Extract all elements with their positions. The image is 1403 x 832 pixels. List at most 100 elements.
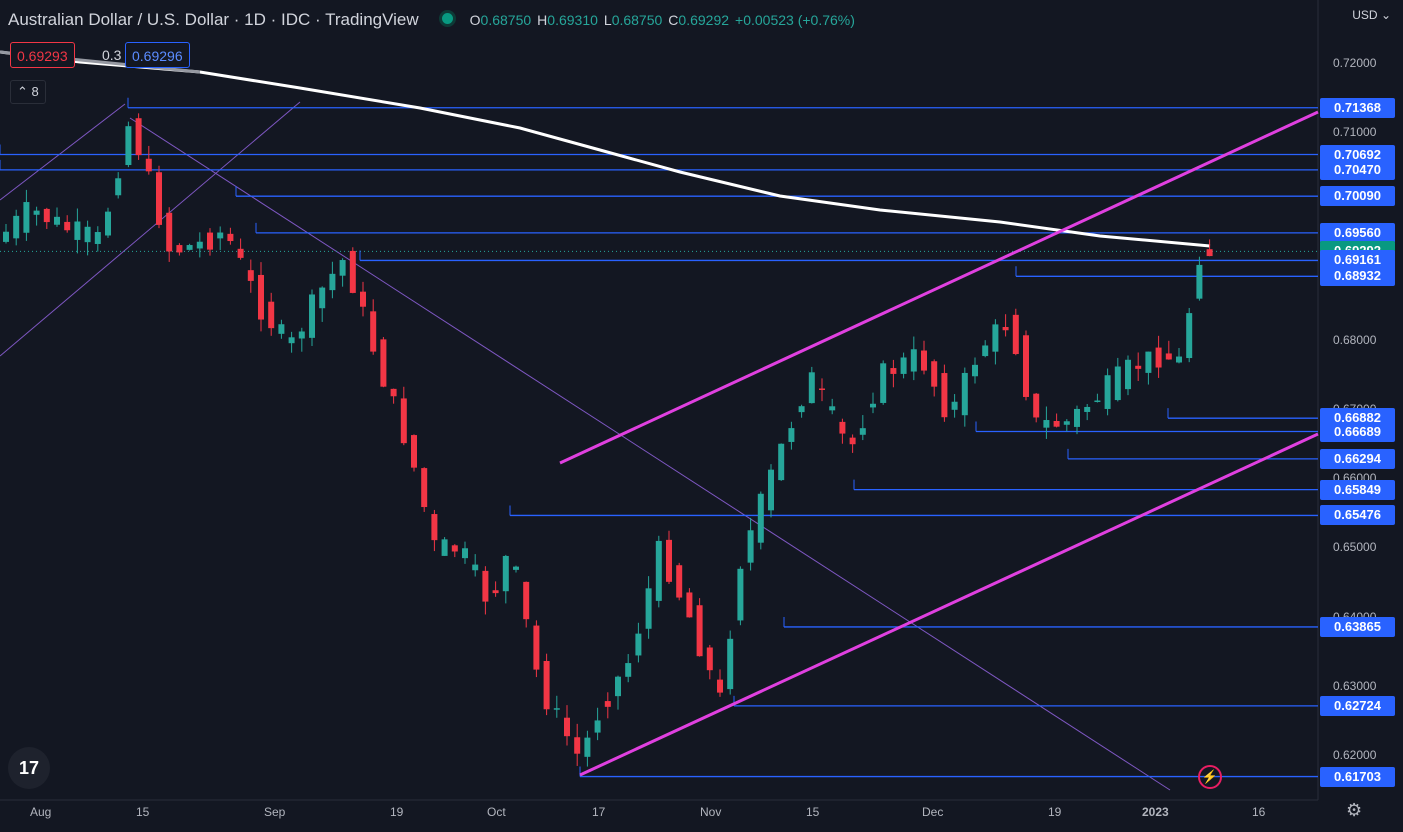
price-axis-tick: 0.62000 — [1333, 748, 1377, 762]
candle-up — [615, 676, 621, 697]
candle-down — [135, 118, 142, 156]
candle-down — [921, 350, 927, 371]
candle-up — [217, 232, 224, 239]
candle-down — [1053, 420, 1060, 427]
price-axis-tick: 0.65000 — [1333, 540, 1377, 555]
level-price-label: 0.61703 — [1320, 766, 1395, 787]
candle-up — [298, 331, 305, 339]
currency-selector[interactable]: USD ⌄ — [1352, 8, 1391, 22]
time-axis-tick: 16 — [1252, 805, 1266, 819]
candle-up — [462, 548, 468, 559]
candle-up — [992, 324, 999, 352]
candle-down — [207, 232, 213, 250]
candle-down — [360, 291, 366, 307]
ohlc-readout: O0.68750 H0.69310 L0.68750 C0.69292 +0.00523… — [469, 12, 855, 28]
tradingview-logo-icon[interactable]: 17 — [8, 747, 50, 789]
buy-button[interactable]: 0.69296 — [125, 42, 190, 68]
level-price-label: 0.69161 — [1320, 250, 1395, 271]
candle-up — [727, 638, 734, 690]
candle-up — [900, 357, 907, 374]
candle-up — [1145, 351, 1152, 373]
lightning-icon[interactable]: ⚡ — [1198, 765, 1222, 789]
candle-up — [778, 443, 785, 481]
candle-up — [870, 403, 876, 408]
market-open-dot-icon — [438, 10, 456, 27]
candle-down — [349, 250, 356, 293]
candle-down — [686, 592, 693, 618]
candle-down — [451, 545, 458, 552]
candle-up — [584, 737, 591, 757]
chevron-up-icon: ⌃ — [17, 84, 32, 99]
time-axis-tick: Sep — [264, 805, 286, 819]
candle-up — [1084, 406, 1091, 412]
candle-up — [982, 345, 989, 357]
candle-up — [125, 126, 132, 166]
candle-down — [431, 514, 438, 541]
candle-up — [186, 245, 193, 250]
time-axis-tick: Oct — [487, 805, 506, 819]
level-price-label: 0.69560 — [1320, 222, 1395, 243]
gear-icon[interactable]: ⚙ — [1346, 800, 1363, 820]
candle-down — [604, 701, 611, 707]
trend-line — [129, 117, 1171, 791]
trend-line — [0, 103, 126, 201]
candle-up — [961, 372, 968, 416]
candle-up — [54, 216, 60, 225]
candle-down — [1033, 393, 1040, 418]
time-axis-tick: 19 — [1048, 805, 1062, 819]
candle-up — [1114, 366, 1121, 401]
candle-down — [227, 233, 234, 242]
price-axis-tick: 0.72000 — [1333, 56, 1377, 70]
candle-up — [1094, 400, 1101, 403]
level-price-label: 0.71368 — [1320, 97, 1395, 118]
candle-up — [1196, 264, 1203, 299]
candle-up — [105, 211, 111, 236]
sell-button[interactable]: 0.69293 — [10, 42, 75, 68]
candle-down — [666, 539, 672, 582]
candle-down — [849, 437, 856, 445]
candle-down — [482, 570, 489, 602]
candle-up — [472, 564, 479, 571]
candle-up — [288, 337, 295, 344]
candle-down — [370, 311, 377, 352]
channel-lower-line — [579, 432, 1319, 777]
candle-down — [717, 679, 723, 693]
candle-down — [176, 245, 183, 253]
time-axis-tick: 2023 — [1142, 805, 1169, 819]
candle-down — [492, 590, 499, 594]
candle-up — [768, 469, 774, 511]
candle-up — [115, 178, 122, 196]
candle-up — [880, 363, 887, 403]
candle-up — [1074, 408, 1080, 427]
candle-down — [64, 221, 71, 231]
currency-label: USD — [1352, 8, 1378, 22]
candle-up — [747, 530, 754, 563]
candle-up — [502, 555, 509, 592]
symbol-title[interactable]: Australian Dollar / U.S. Dollar · 1D · I… — [8, 10, 419, 29]
price-axis-tick: 0.63000 — [1333, 678, 1377, 693]
chevron-down-icon: ⌄ — [1377, 8, 1391, 22]
candle-down — [390, 388, 397, 397]
candle-up — [1104, 375, 1111, 409]
candle-down — [1165, 353, 1172, 360]
candle-up — [625, 663, 632, 677]
candle-down — [43, 208, 50, 223]
candle-down — [1023, 335, 1029, 397]
candle-down — [543, 660, 550, 710]
candle-up — [829, 406, 836, 411]
candle-up — [33, 210, 40, 215]
candle-down — [237, 248, 244, 258]
candle-down — [819, 388, 825, 390]
candle-down — [1012, 314, 1019, 355]
level-price-label: 0.70692 — [1320, 144, 1395, 165]
indicators-toggle-button[interactable]: ⌃ 8 — [10, 80, 46, 104]
candle-up — [655, 540, 662, 601]
candle-down — [941, 373, 948, 418]
level-price-label: 0.65476 — [1320, 505, 1395, 526]
level-price-label: 0.68932 — [1320, 266, 1395, 287]
candle-down — [1206, 249, 1213, 257]
candle-up — [594, 720, 601, 733]
candle-up — [737, 568, 744, 621]
candle-up — [278, 324, 285, 334]
